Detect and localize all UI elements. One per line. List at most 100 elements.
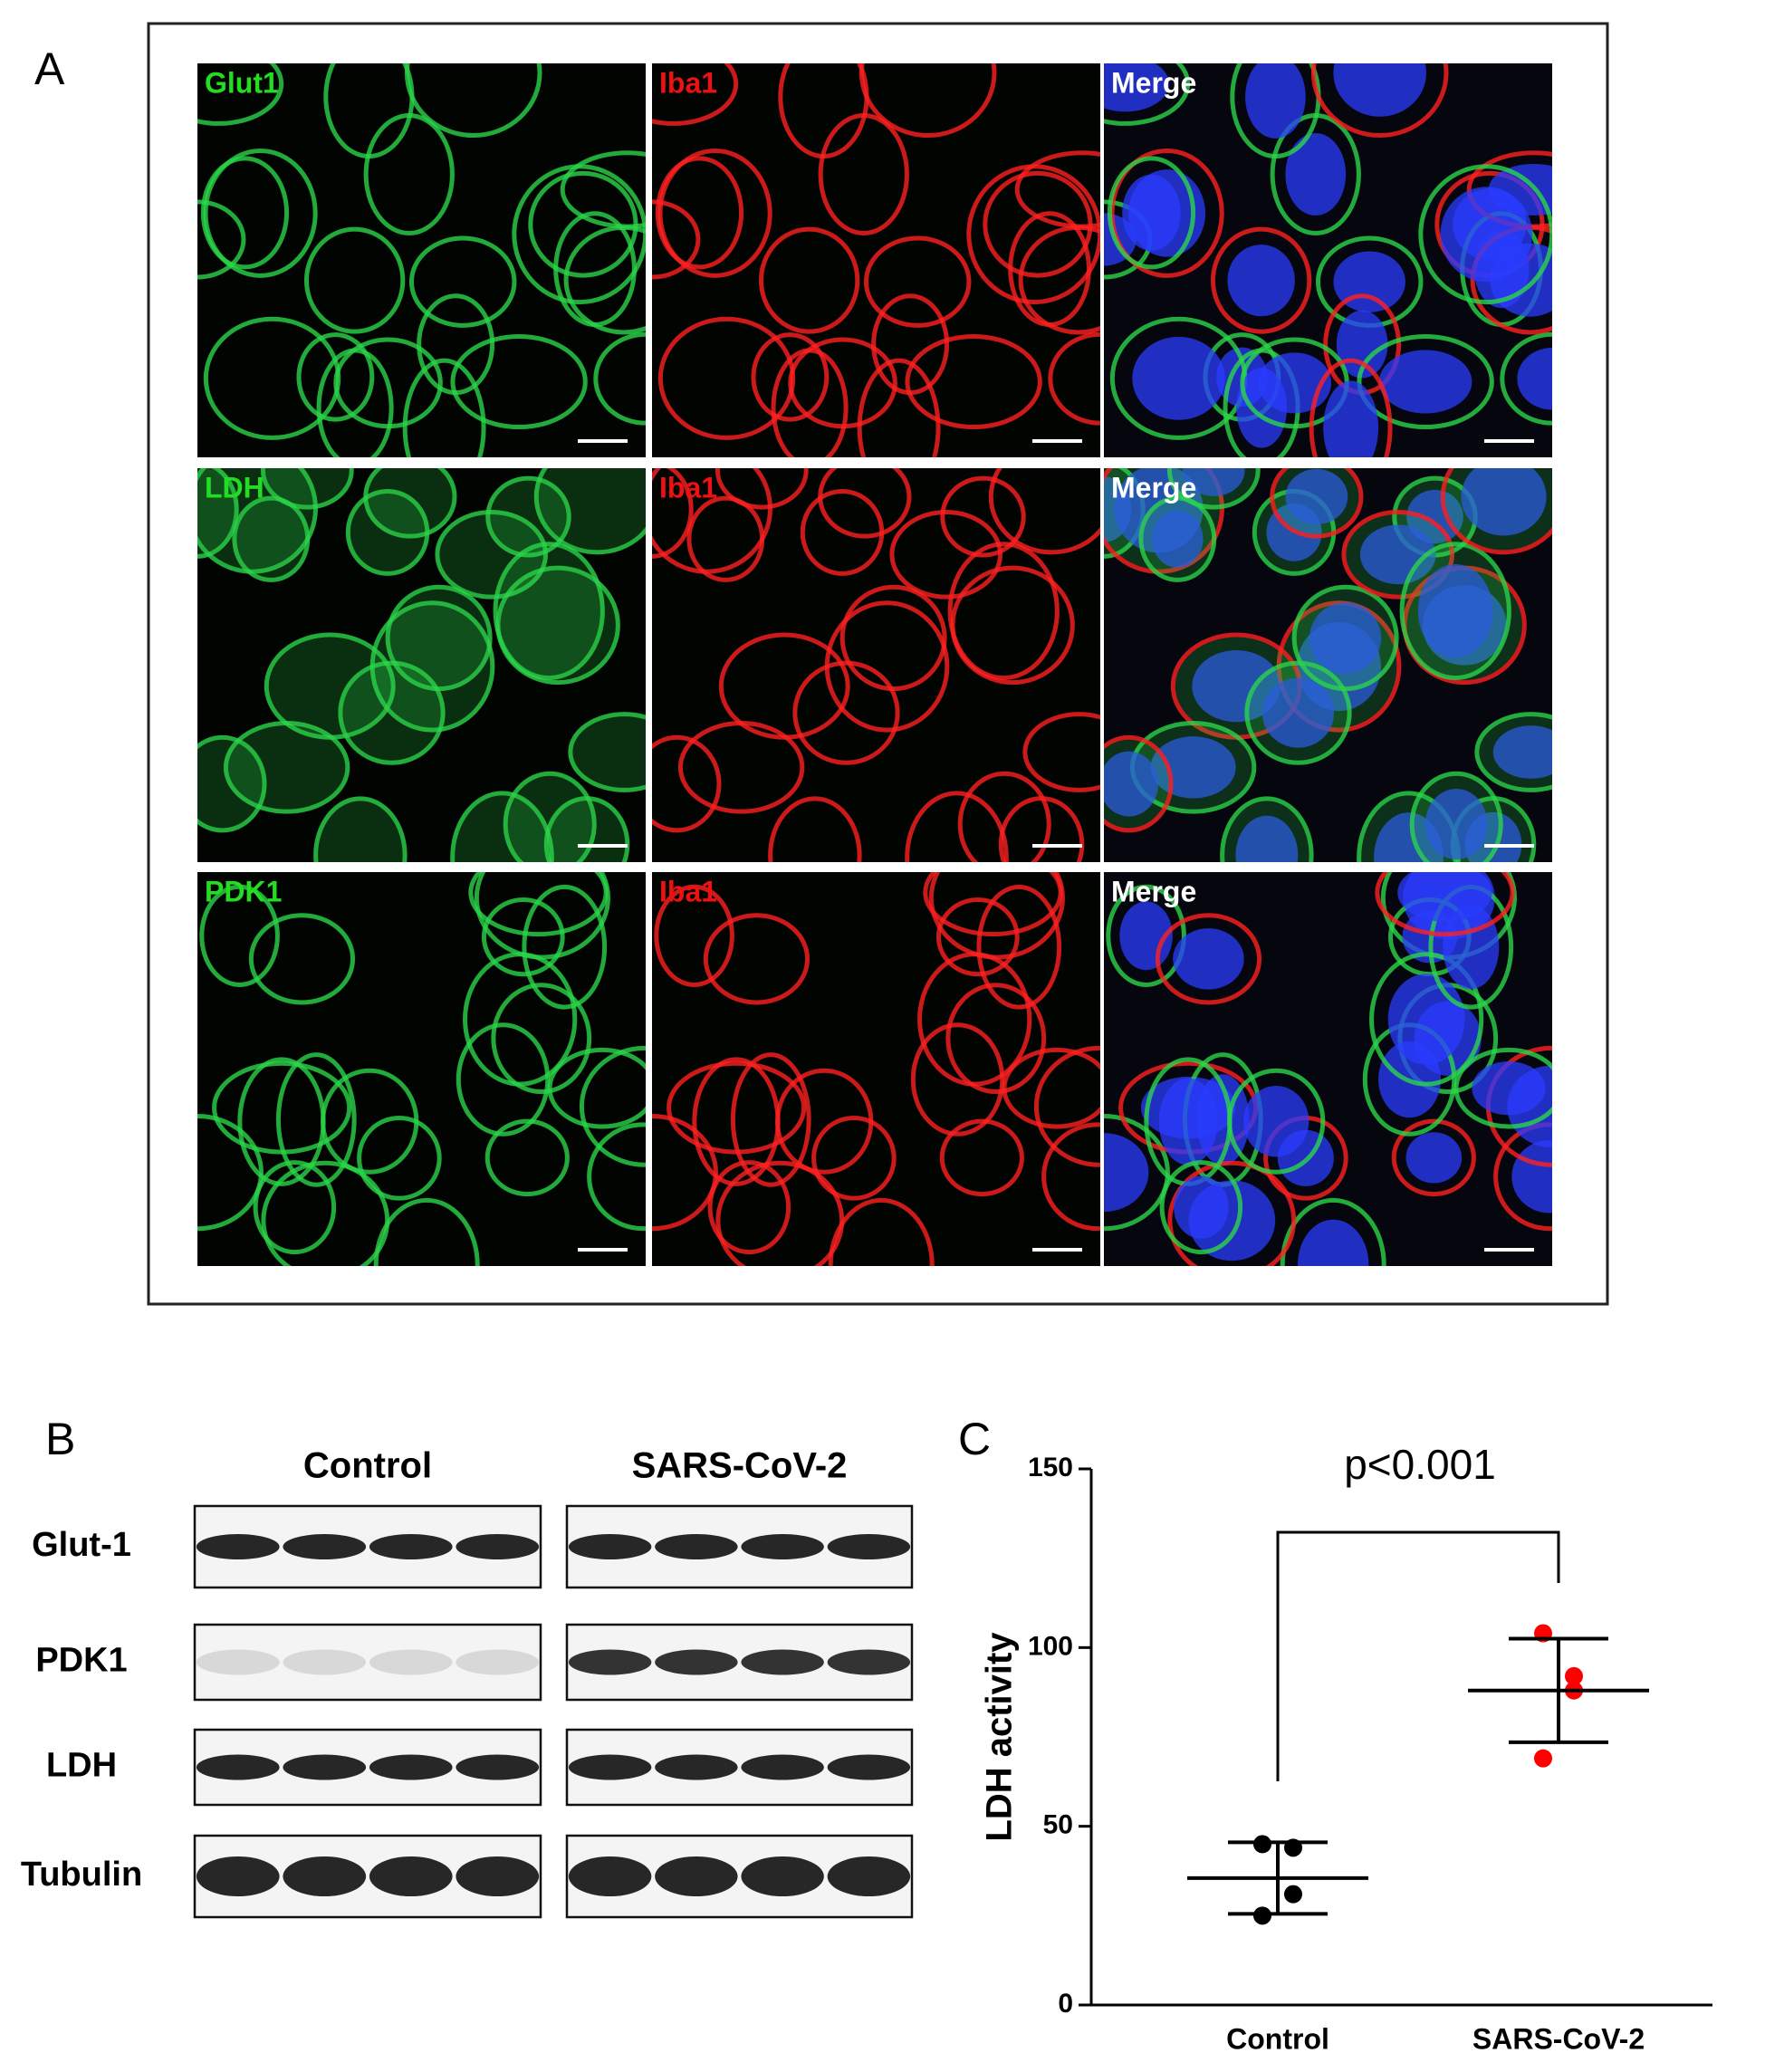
- blot-band: [568, 1754, 652, 1780]
- cell-outline: [275, 1052, 357, 1187]
- y-tick-label: 100: [1028, 1631, 1073, 1661]
- nucleus: [1242, 1086, 1309, 1157]
- cells: [197, 63, 646, 457]
- nucleus: [1461, 468, 1547, 536]
- blot-band: [456, 1649, 540, 1675]
- nucleus: [1258, 352, 1332, 414]
- cell-outline: [493, 542, 605, 681]
- cell-outline: [456, 1022, 551, 1137]
- nucleus: [1511, 1140, 1552, 1213]
- cells: [652, 468, 1100, 862]
- cell-outline: [792, 660, 900, 765]
- blot-band: [741, 1856, 824, 1896]
- cell-outline: [579, 1045, 646, 1167]
- nucleus: [1359, 524, 1436, 585]
- cell-outline: [889, 509, 1002, 600]
- blot-band: [655, 1856, 738, 1896]
- cell-outline: [203, 316, 341, 440]
- nucleus: [1309, 602, 1382, 674]
- blot-band: [456, 1534, 540, 1559]
- cell-outline: [232, 495, 311, 582]
- cell-outline: [947, 542, 1060, 681]
- blot-band: [827, 1856, 911, 1896]
- cell-outline: [450, 333, 588, 430]
- cell-outline: [945, 983, 1047, 1095]
- blot-band: [369, 1754, 453, 1780]
- data-point: [1284, 1885, 1302, 1904]
- cell-outline: [313, 796, 408, 862]
- blot-group-label: Control: [303, 1446, 432, 1486]
- cell-outline: [1041, 1122, 1100, 1232]
- cell-outline: [940, 475, 1026, 558]
- cell-outline: [1022, 712, 1100, 792]
- cell-outline: [463, 952, 578, 1087]
- cell-outline: [296, 332, 375, 422]
- cell-outline: [917, 952, 1032, 1087]
- blot-band: [456, 1754, 540, 1780]
- cell-outline: [261, 1160, 390, 1266]
- nucleus: [1285, 468, 1348, 525]
- nucleus: [1174, 1175, 1229, 1239]
- cell-outline: [654, 884, 734, 987]
- nucleus: [1104, 1133, 1149, 1213]
- nucleus: [1173, 928, 1244, 990]
- blot-band: [369, 1856, 453, 1896]
- nucleus: [1397, 872, 1492, 922]
- cell-outline: [1270, 468, 1364, 539]
- cell-outline: [197, 734, 267, 833]
- cell-outline: [652, 199, 701, 280]
- blot-row-label: LDH: [46, 1747, 117, 1785]
- nucleus: [1192, 649, 1281, 723]
- blot-band: [568, 1856, 652, 1896]
- cell-outline: [248, 913, 356, 1005]
- micrograph: Iba1: [652, 872, 1100, 1266]
- cell-outline: [203, 148, 318, 278]
- cell-outline: [1104, 63, 1191, 126]
- cell-outline: [1369, 952, 1484, 1087]
- cell-outline: [703, 913, 811, 1005]
- micrograph: Merge: [1104, 63, 1552, 457]
- cell-outline: [404, 63, 542, 139]
- nucleus: [1440, 187, 1532, 283]
- panel-letter: A: [34, 43, 65, 94]
- blot-band: [283, 1754, 367, 1780]
- cell-outline: [859, 63, 997, 139]
- cell-outline: [485, 475, 571, 558]
- channel-label: Iba1: [659, 875, 717, 907]
- cell-outline: [655, 156, 744, 270]
- blot-band: [196, 1856, 280, 1896]
- nucleus: [1132, 336, 1225, 420]
- blot-band: [741, 1534, 824, 1559]
- nucleus: [1152, 510, 1204, 568]
- nucleus: [1387, 974, 1465, 1065]
- cell-outline: [1155, 913, 1262, 1005]
- scatter-plot: 0 50 100 150 LDH activity Control SARS-CoV-2 p<…: [980, 1441, 1712, 2055]
- cell-outline: [1109, 148, 1224, 278]
- channel-label: Merge: [1111, 66, 1196, 99]
- cell-outline: [1399, 542, 1511, 681]
- cell-outline: [1159, 1160, 1243, 1255]
- cell-outline: [408, 235, 517, 328]
- cell-outline: [1375, 872, 1515, 937]
- nucleus: [1122, 174, 1181, 251]
- cell-outline: [1106, 884, 1186, 987]
- blot-frame: [193, 1623, 542, 1702]
- micrograph: PDK1: [197, 872, 646, 1266]
- cell-outline: [1226, 1068, 1326, 1175]
- panel-letter: B: [45, 1414, 75, 1464]
- cell-outline: [1210, 226, 1312, 334]
- cell-outline: [303, 226, 406, 334]
- cell-outline: [1220, 796, 1314, 862]
- cells: [197, 872, 646, 1266]
- cell-outline: [373, 1197, 480, 1266]
- cell-outline: [363, 468, 457, 539]
- cell-outline: [593, 331, 646, 426]
- cell-outline: [657, 148, 772, 278]
- nucleus: [1492, 725, 1552, 779]
- nucleus: [1517, 347, 1552, 410]
- nucleus: [1417, 563, 1493, 658]
- cell-outline: [1018, 225, 1100, 335]
- western-blots: Control SARS-CoV-2 Glut-1 PDK1 LDH Tubulin: [21, 1446, 914, 1919]
- cells: [1104, 63, 1552, 457]
- nucleus: [1104, 63, 1169, 112]
